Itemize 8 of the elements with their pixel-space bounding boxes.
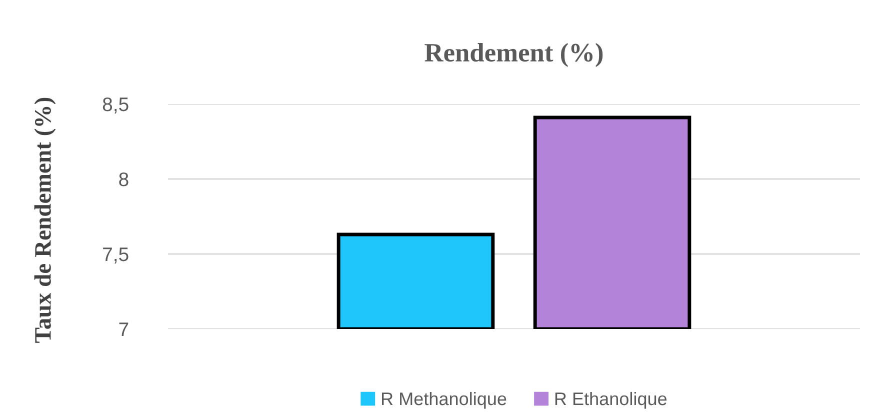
y-tick-label: 8	[119, 172, 128, 186]
y-tick-label: 7	[119, 322, 128, 336]
legend-label: R Ethanolique	[555, 392, 667, 409]
y-axis-title: Taux de Rendement (%)	[34, 98, 56, 343]
legend-label: R Methanolique	[382, 392, 506, 409]
y-tick-label: 7,5	[103, 248, 128, 264]
chart-title: Rendement (%)	[424, 43, 603, 67]
y-tick-label: 8,5	[102, 97, 128, 114]
